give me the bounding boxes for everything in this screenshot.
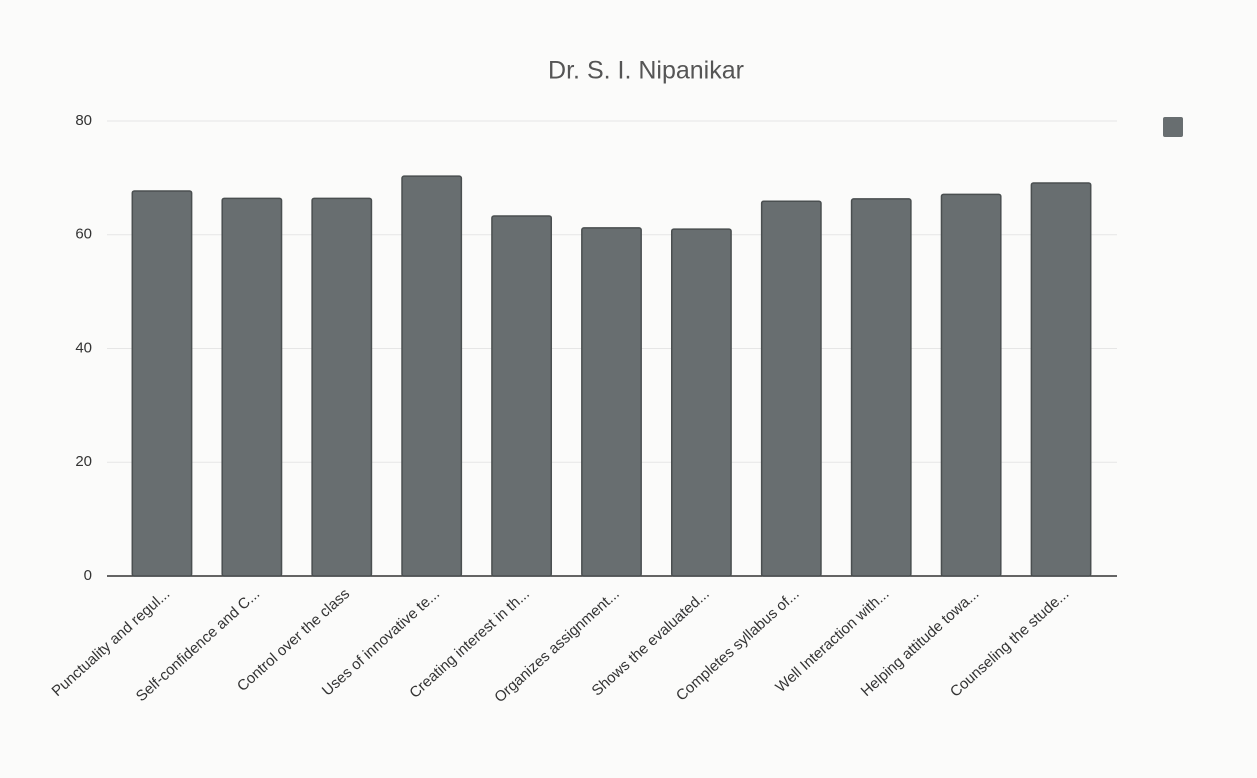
chart-title: Dr. S. I. Nipanikar [548,57,744,85]
bar [311,197,373,577]
y-tick-label: 80 [75,112,92,129]
bar [401,175,463,577]
y-tick-label: 0 [84,567,92,584]
bar [491,215,553,577]
bar [131,190,193,577]
bar [1030,182,1092,577]
bar [850,198,912,577]
bar [670,228,732,577]
bar [221,197,283,577]
y-tick-label: 20 [75,453,92,470]
bar [760,200,822,577]
bar [940,193,1002,577]
bar [581,227,642,577]
legend-swatch [1163,117,1183,137]
y-tick-label: 40 [75,339,92,356]
y-tick-label: 60 [75,226,92,243]
